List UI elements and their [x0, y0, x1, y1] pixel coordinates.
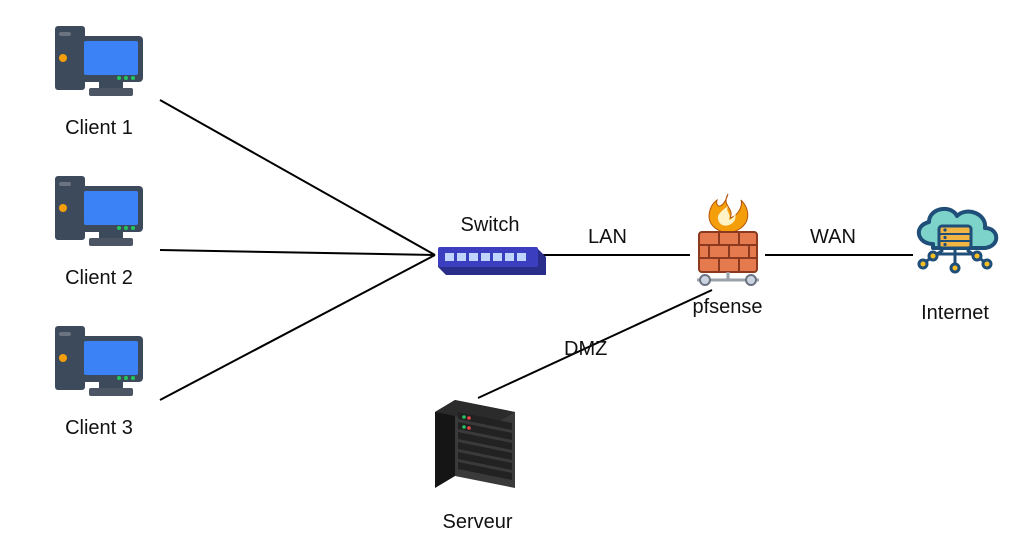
- node-internet: Internet: [900, 198, 1010, 325]
- edge-label-wan: WAN: [810, 226, 856, 249]
- node-pfsense: pfsense: [680, 192, 775, 319]
- pfsense-label: pfsense: [680, 296, 775, 319]
- switch-label: Switch: [430, 214, 550, 237]
- node-switch: Switch: [430, 210, 550, 284]
- firewall-icon: [683, 192, 773, 287]
- node-client3: Client 3: [34, 318, 164, 440]
- computer-icon: [49, 18, 149, 108]
- internet-label: Internet: [900, 302, 1010, 325]
- node-client2: Client 2: [34, 168, 164, 290]
- cloud-icon: [905, 198, 1005, 293]
- computer-icon: [49, 168, 149, 258]
- switch-icon: [433, 239, 548, 279]
- server-icon: [420, 392, 535, 502]
- edge-label-lan: LAN: [588, 226, 627, 249]
- edge-label-dmz: DMZ: [564, 338, 607, 361]
- client3-label: Client 3: [34, 417, 164, 440]
- client1-label: Client 1: [34, 117, 164, 140]
- client2-label: Client 2: [34, 267, 164, 290]
- server-label: Serveur: [420, 511, 535, 534]
- computer-icon: [49, 318, 149, 408]
- network-diagram: Client 1 Client 2 Client 3 Switch: [0, 0, 1024, 556]
- node-client1: Client 1: [34, 18, 164, 140]
- node-server: Serveur: [420, 392, 535, 534]
